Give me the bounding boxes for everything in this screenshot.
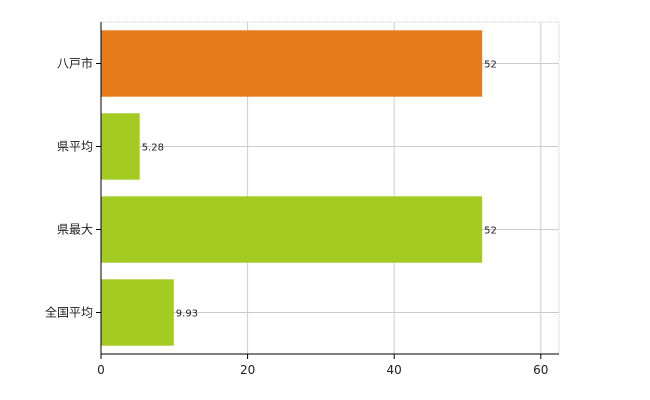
category-label-0: 八戸市	[57, 56, 93, 71]
category-label-3: 全国平均	[45, 305, 93, 320]
x-tick-labels: 0 20 40 60	[97, 363, 548, 377]
bar-2	[101, 196, 483, 263]
x-tick-label-0: 0	[97, 363, 105, 377]
data-label-3: 9.93	[176, 309, 198, 320]
category-label-2: 県最大	[57, 223, 93, 237]
data-label-2: 52	[484, 226, 497, 237]
bar-0	[101, 30, 483, 97]
x-tick-label-20: 20	[240, 363, 255, 377]
bar-1	[101, 113, 140, 180]
category-label-1: 県平均	[57, 140, 93, 154]
axes	[96, 22, 559, 359]
data-label-0: 52	[484, 60, 497, 71]
bar-3	[101, 279, 174, 346]
data-label-1: 5.28	[142, 143, 164, 154]
data-labels: 52 5.28 52 9.93	[142, 60, 497, 320]
x-tick-label-40: 40	[387, 363, 402, 377]
bars	[101, 30, 483, 346]
x-tick-label-60: 60	[533, 363, 548, 377]
